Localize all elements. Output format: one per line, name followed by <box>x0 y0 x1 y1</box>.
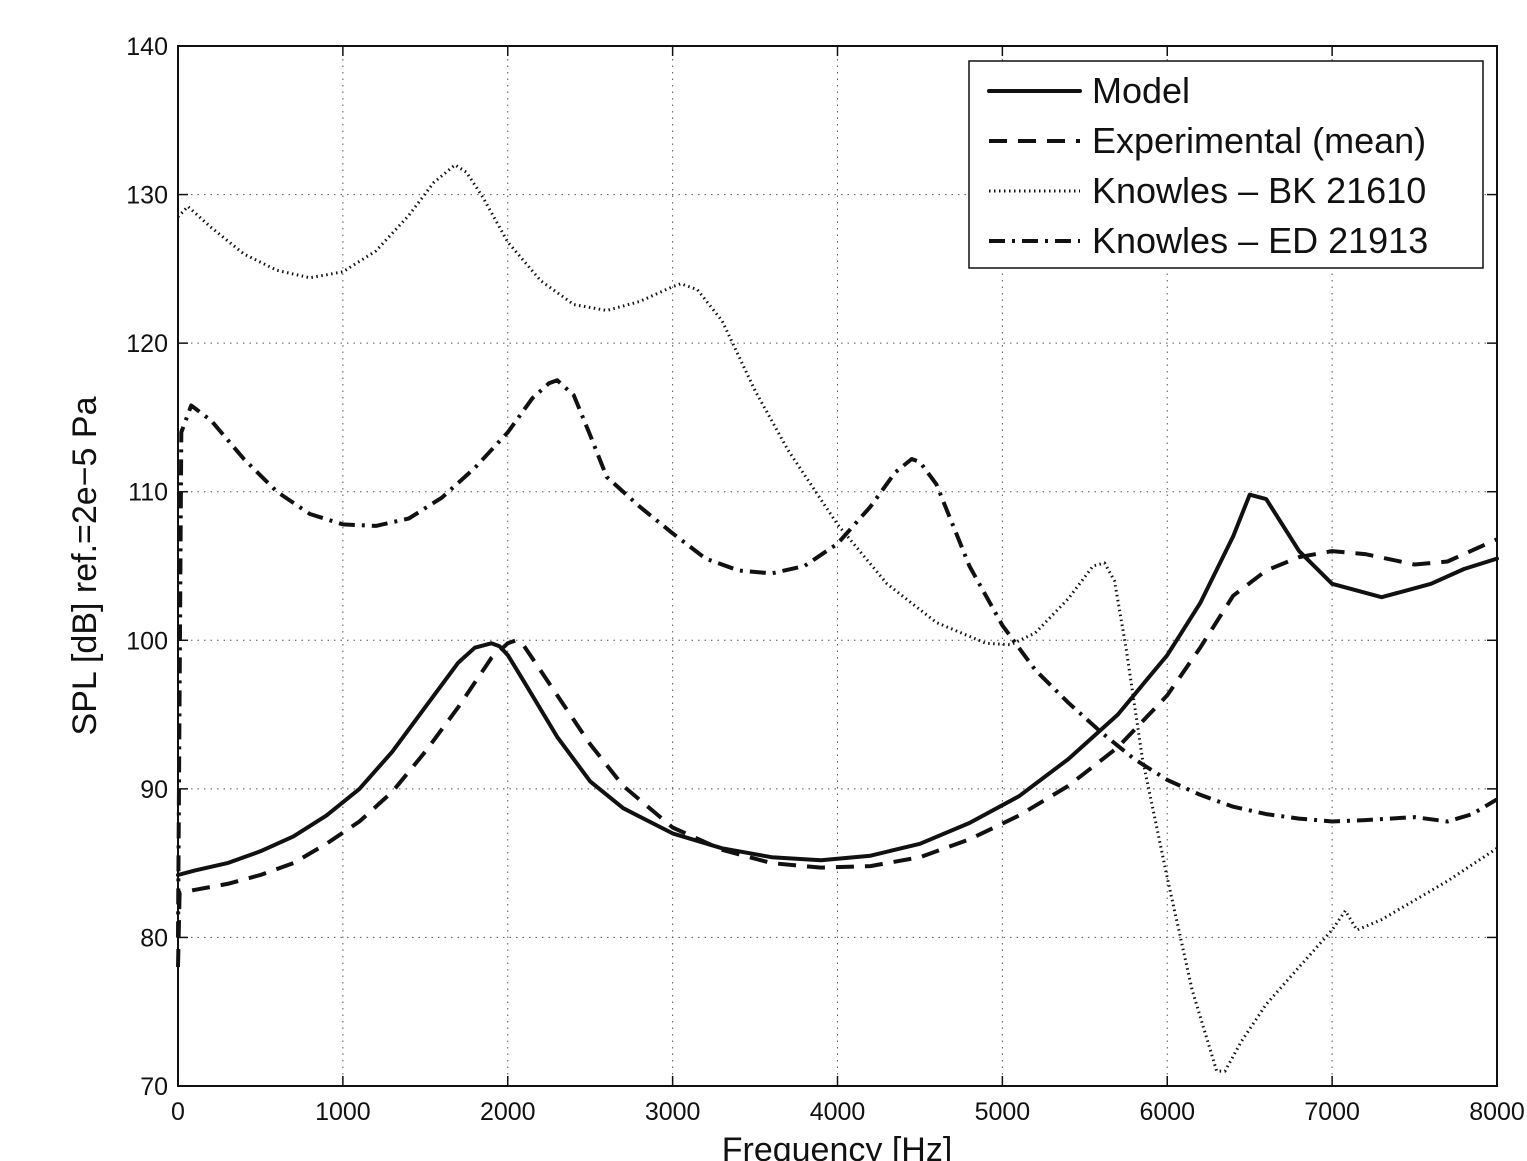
x-ticks: 0 1000 2000 3000 4000 5000 6000 7000 8000 <box>171 46 1525 1126</box>
legend-label-3: Knowles – BK 21610 <box>1092 170 1426 211</box>
x-tick-label: 7000 <box>1304 1098 1360 1126</box>
y-tick-label: 110 <box>128 479 168 507</box>
y-tick-label: 90 <box>140 776 168 804</box>
y-tick-label: 100 <box>126 627 168 655</box>
y-tick-label: 130 <box>126 182 168 210</box>
y-tick-label: 70 <box>140 1073 168 1101</box>
series-line-2 <box>176 537 1498 968</box>
x-tick-label: 8000 <box>1469 1098 1525 1126</box>
x-tick-label: 2000 <box>480 1098 536 1126</box>
series-line-3 <box>176 163 1498 1073</box>
y-tick-label: 80 <box>140 924 168 952</box>
y-tick-label: 140 <box>126 33 168 61</box>
x-tick-label: 6000 <box>1139 1098 1195 1126</box>
legend: Model Experimental (mean) Knowles – BK 216… <box>968 60 1484 269</box>
legend-label-2: Experimental (mean) <box>1092 120 1426 161</box>
x-tick-label: 4000 <box>810 1098 866 1126</box>
legend-label-1: Model <box>1092 70 1190 111</box>
y-tick-label: 120 <box>126 330 168 358</box>
y-axis-label: SPL [dB] ref.=2e−5 Pa <box>66 396 104 735</box>
legend-box <box>968 60 1484 269</box>
series-line-1 <box>176 492 1499 877</box>
x-tick-label: 5000 <box>975 1098 1031 1126</box>
series-group <box>176 163 1499 1073</box>
legend-label-4: Knowles – ED 21913 <box>1092 220 1428 261</box>
x-tick-label: 3000 <box>645 1098 701 1126</box>
x-axis-label: Frequency [Hz] <box>722 1131 953 1161</box>
y-ticks: 70 80 90 100 110 120 130 140 <box>126 33 1497 1101</box>
series-line-4 <box>176 378 1499 938</box>
x-tick-label: 1000 <box>315 1098 371 1126</box>
x-tick-label: 0 <box>171 1098 185 1126</box>
